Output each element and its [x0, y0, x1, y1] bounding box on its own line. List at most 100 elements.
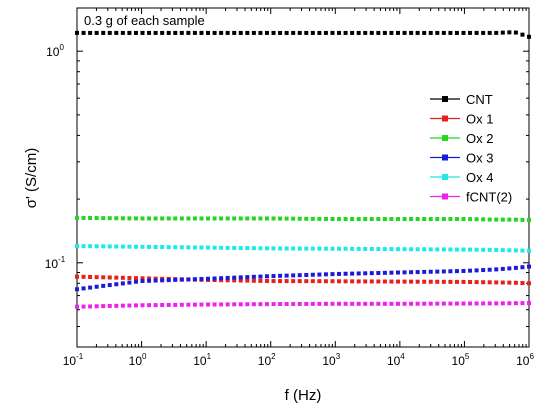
data-point — [415, 30, 420, 35]
data-point — [350, 301, 355, 306]
data-point — [147, 30, 152, 35]
data-point — [284, 279, 289, 284]
data-point — [317, 272, 322, 277]
data-point — [304, 30, 309, 35]
data-point — [147, 276, 152, 281]
data-point — [94, 30, 99, 35]
data-point — [507, 217, 512, 222]
data-point — [415, 270, 420, 275]
data-point — [395, 217, 400, 222]
data-point — [520, 265, 525, 270]
data-point — [199, 302, 204, 307]
x-tick-label: 103 — [322, 352, 340, 368]
data-point — [527, 301, 531, 306]
data-point — [304, 272, 309, 277]
data-point — [317, 216, 322, 221]
data-point — [468, 301, 473, 306]
data-point — [435, 30, 440, 35]
legend-marker — [442, 96, 448, 102]
data-point — [527, 218, 531, 223]
data-point — [389, 270, 394, 275]
data-point — [101, 216, 106, 221]
legend-marker — [442, 135, 448, 141]
data-point — [284, 30, 289, 35]
data-point — [245, 275, 250, 280]
data-point — [369, 246, 374, 251]
data-point — [428, 279, 433, 284]
data-point — [245, 278, 250, 283]
data-point — [147, 216, 152, 221]
data-point — [133, 279, 138, 284]
data-point — [278, 279, 283, 284]
data-point — [179, 302, 184, 307]
data-point — [232, 30, 237, 35]
data-point — [179, 245, 184, 250]
data-point — [304, 279, 309, 284]
data-point — [140, 30, 145, 35]
data-point — [258, 278, 263, 283]
data-point — [527, 34, 531, 39]
data-point — [166, 278, 171, 283]
data-point — [245, 302, 250, 307]
data-point — [75, 274, 79, 279]
data-point — [264, 30, 269, 35]
data-point — [409, 279, 414, 284]
data-point — [382, 279, 387, 284]
data-point — [402, 301, 407, 306]
data-point — [323, 30, 328, 35]
data-point — [192, 245, 197, 250]
data-point — [88, 285, 93, 290]
data-point — [422, 247, 427, 252]
data-point — [251, 30, 256, 35]
data-point — [441, 269, 446, 274]
data-point — [310, 246, 315, 251]
data-point — [251, 302, 256, 307]
data-point — [350, 271, 355, 276]
data-point — [173, 302, 178, 307]
data-point — [297, 216, 302, 221]
data-point — [337, 217, 342, 222]
series-ox-3 — [75, 264, 531, 292]
data-point — [232, 302, 237, 307]
series-fcnt-2- — [75, 301, 531, 309]
data-point — [107, 30, 112, 35]
data-point — [428, 247, 433, 252]
data-point — [454, 247, 459, 252]
data-point — [500, 248, 505, 253]
data-point — [422, 30, 427, 35]
data-point — [441, 279, 446, 284]
legend-label: Ox 4 — [466, 170, 493, 185]
data-point — [271, 30, 276, 35]
data-point — [120, 281, 125, 286]
x-tick-label: 104 — [387, 352, 405, 368]
data-point — [278, 273, 283, 278]
data-point — [127, 303, 132, 308]
data-point — [75, 244, 79, 249]
data-point — [245, 216, 250, 221]
x-axis-ticks: 10-1 100 101 102 103 104 105 106 — [63, 8, 534, 368]
data-point — [212, 276, 217, 281]
data-point — [513, 265, 518, 270]
data-point — [369, 279, 374, 284]
data-point — [225, 275, 230, 280]
data-point — [75, 215, 79, 220]
data-point — [291, 216, 296, 221]
data-point — [363, 271, 368, 276]
data-point — [199, 216, 204, 221]
data-point — [330, 301, 335, 306]
series-ox-4 — [75, 244, 531, 253]
data-point — [291, 279, 296, 284]
data-point — [304, 216, 309, 221]
data-point — [258, 216, 263, 221]
data-point — [474, 247, 479, 252]
data-point — [81, 30, 86, 35]
data-point — [264, 216, 269, 221]
data-point — [520, 248, 525, 253]
data-point — [278, 302, 283, 307]
data-point — [310, 272, 315, 277]
data-point — [166, 245, 171, 250]
data-point — [376, 30, 381, 35]
data-point — [350, 30, 355, 35]
data-point — [317, 246, 322, 251]
data-point — [356, 246, 361, 251]
